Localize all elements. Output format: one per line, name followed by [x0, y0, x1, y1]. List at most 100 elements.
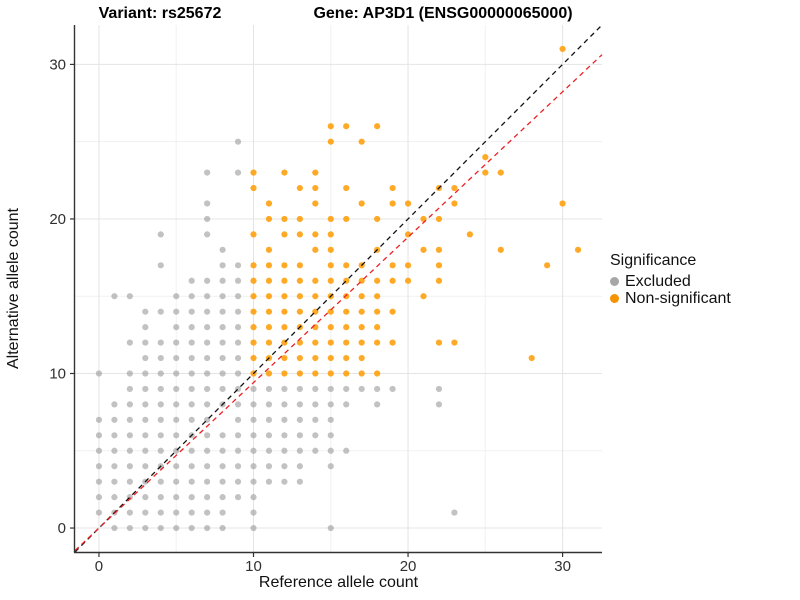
- data-point-non-significant: [404, 200, 412, 207]
- data-point-non-significant: [296, 231, 303, 238]
- data-point-excluded: [204, 385, 211, 393]
- data-point-excluded: [188, 494, 195, 501]
- data-point-excluded: [312, 385, 319, 393]
- data-point-excluded: [188, 354, 195, 362]
- data-point-excluded: [188, 416, 195, 423]
- gene-title: Gene: AP3D1 (ENSG00000065000): [313, 5, 573, 22]
- data-point-excluded: [374, 401, 381, 408]
- data-point-non-significant: [374, 308, 381, 315]
- data-point-excluded: [157, 231, 164, 238]
- data-point-non-significant: [466, 231, 473, 238]
- legend-item-nonsignificant: Non-significant: [610, 290, 731, 307]
- data-point-non-significant: [250, 262, 257, 269]
- data-point-excluded: [157, 447, 164, 454]
- data-point-non-significant: [327, 339, 334, 346]
- data-point-excluded: [173, 494, 180, 501]
- data-point-non-significant: [312, 370, 319, 377]
- data-point-excluded: [234, 416, 242, 423]
- data-point-non-significant: [435, 277, 443, 284]
- data-point-non-significant: [389, 277, 396, 284]
- data-point-excluded: [265, 416, 273, 423]
- data-point-excluded: [250, 447, 257, 454]
- data-point-excluded: [343, 447, 350, 454]
- legend: Significance Excluded Non-significant: [610, 252, 731, 307]
- x-axis-title: Reference allele count: [258, 574, 419, 591]
- data-point-non-significant: [528, 354, 535, 362]
- data-point-non-significant: [281, 231, 288, 238]
- data-point-excluded: [281, 401, 288, 408]
- data-point-non-significant: [327, 262, 334, 269]
- y-tick-label: 20: [49, 211, 66, 228]
- data-point-excluded: [142, 324, 149, 331]
- data-point-excluded: [219, 463, 226, 470]
- data-point-non-significant: [343, 215, 350, 223]
- data-point-excluded: [327, 463, 334, 470]
- data-point-excluded: [327, 524, 334, 532]
- data-point-non-significant: [281, 324, 288, 331]
- data-point-non-significant: [312, 339, 319, 346]
- data-point-excluded: [157, 432, 164, 439]
- data-point-excluded: [358, 385, 365, 393]
- data-point-non-significant: [265, 324, 273, 331]
- data-point-excluded: [142, 370, 149, 377]
- data-point-excluded: [142, 339, 149, 346]
- data-point-excluded: [142, 494, 149, 501]
- x-tick-label: 10: [245, 558, 262, 575]
- data-point-excluded: [281, 432, 288, 439]
- data-point-excluded: [173, 385, 180, 393]
- data-point-excluded: [234, 138, 242, 145]
- data-point-non-significant: [451, 184, 458, 192]
- data-point-excluded: [142, 416, 149, 423]
- data-point-excluded: [157, 524, 164, 532]
- data-point-excluded: [173, 509, 180, 516]
- data-point-excluded: [142, 432, 149, 439]
- data-point-non-significant: [404, 277, 412, 284]
- data-point-excluded: [204, 308, 211, 315]
- data-point-excluded: [126, 416, 133, 423]
- x-tick-label: 20: [400, 558, 417, 575]
- data-point-non-significant: [404, 262, 412, 269]
- data-point-excluded: [234, 478, 242, 485]
- data-point-non-significant: [265, 246, 273, 253]
- data-point-non-significant: [389, 262, 396, 269]
- data-point-excluded: [157, 416, 164, 423]
- data-point-excluded: [204, 169, 211, 176]
- data-point-excluded: [95, 478, 103, 485]
- data-point-excluded: [296, 385, 303, 393]
- data-point-excluded: [173, 308, 180, 315]
- data-point-excluded: [173, 432, 180, 439]
- data-point-excluded: [204, 339, 211, 346]
- data-point-excluded: [219, 262, 226, 269]
- data-point-non-significant: [343, 339, 350, 346]
- data-point-excluded: [142, 463, 149, 470]
- data-point-non-significant: [312, 184, 319, 192]
- data-point-non-significant: [389, 339, 396, 346]
- data-point-excluded: [234, 308, 242, 315]
- data-point-excluded: [173, 524, 180, 532]
- data-point-non-significant: [497, 246, 504, 253]
- data-point-excluded: [173, 416, 180, 423]
- data-point-non-significant: [250, 293, 257, 300]
- y-tick-label: 30: [49, 56, 66, 73]
- data-point-non-significant: [374, 215, 381, 223]
- data-point-excluded: [312, 432, 319, 439]
- data-point-excluded: [281, 416, 288, 423]
- data-point-excluded: [327, 401, 334, 408]
- data-point-excluded: [204, 293, 211, 300]
- data-point-excluded: [173, 463, 180, 470]
- data-point-excluded: [265, 432, 273, 439]
- data-point-excluded: [142, 354, 149, 362]
- data-point-non-significant: [312, 200, 319, 207]
- data-point-excluded: [111, 401, 118, 408]
- data-point-excluded: [204, 370, 211, 377]
- data-point-excluded: [219, 370, 226, 377]
- data-point-excluded: [219, 308, 226, 315]
- data-point-non-significant: [327, 354, 334, 362]
- data-point-excluded: [95, 509, 103, 516]
- data-point-excluded: [327, 447, 334, 454]
- data-point-excluded: [111, 463, 118, 470]
- x-tick-label: 30: [554, 558, 571, 575]
- y-tick-label: 0: [58, 520, 66, 537]
- identity-line: [74, 24, 603, 553]
